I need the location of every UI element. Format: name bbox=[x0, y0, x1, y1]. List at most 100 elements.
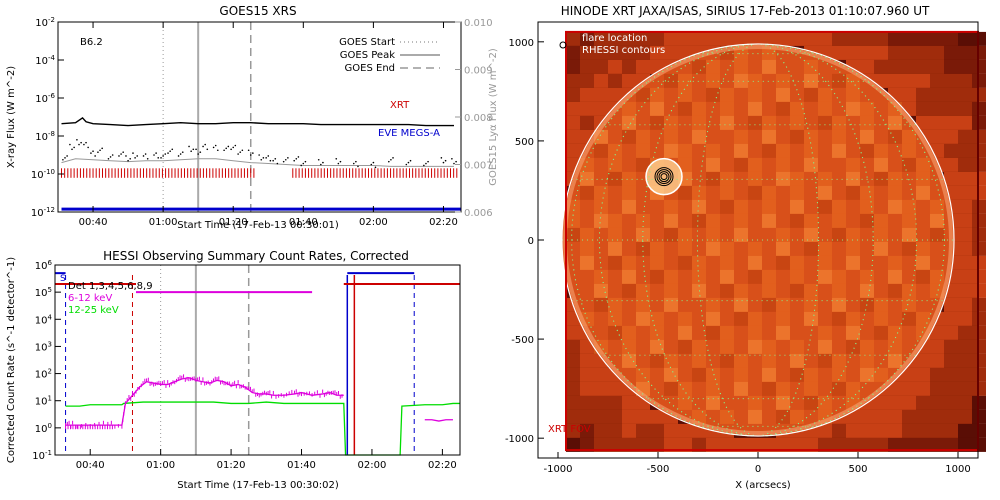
disk-block bbox=[804, 213, 818, 228]
disk-block bbox=[678, 241, 692, 256]
corona-block bbox=[594, 87, 608, 102]
disk-block bbox=[916, 185, 930, 200]
corona-block bbox=[958, 87, 972, 102]
lya-point bbox=[181, 151, 184, 153]
disk-block bbox=[846, 227, 860, 242]
disk-block bbox=[818, 339, 832, 354]
disk-block bbox=[846, 185, 860, 200]
corona-block bbox=[944, 143, 958, 158]
disk-block bbox=[860, 129, 874, 144]
disk-block bbox=[818, 115, 832, 130]
corona-block bbox=[958, 143, 972, 158]
lya-point bbox=[335, 158, 338, 160]
disk-block bbox=[860, 367, 874, 382]
disk-block bbox=[636, 311, 650, 326]
corona-block bbox=[930, 59, 944, 74]
disk-block bbox=[790, 283, 804, 298]
disk-block bbox=[706, 213, 720, 228]
disk-block bbox=[832, 381, 846, 396]
corona-block bbox=[916, 437, 930, 452]
lya-point bbox=[230, 148, 232, 151]
disk-block bbox=[790, 171, 804, 186]
disk-block bbox=[902, 241, 916, 256]
disk-block bbox=[678, 255, 692, 270]
disk-block bbox=[734, 283, 748, 298]
disk-block bbox=[832, 367, 846, 382]
disk-block bbox=[706, 171, 720, 186]
hessi-title: HESSI Observing Summary Count Rates, Cor… bbox=[103, 249, 409, 263]
corona-block bbox=[902, 87, 916, 102]
lya-point bbox=[234, 144, 237, 147]
lya-point bbox=[237, 153, 239, 155]
lya-point bbox=[453, 162, 455, 165]
disk-block bbox=[734, 353, 748, 368]
lya-point bbox=[249, 154, 252, 156]
corona-block bbox=[748, 31, 762, 46]
disk-block bbox=[888, 325, 902, 340]
xrt-xlabel: X (arcsecs) bbox=[735, 480, 791, 491]
disk-block bbox=[734, 381, 748, 396]
disk-block bbox=[832, 213, 846, 228]
disk-block bbox=[846, 339, 860, 354]
corona-block bbox=[622, 409, 636, 424]
corona-block bbox=[888, 31, 902, 46]
disk-block bbox=[664, 129, 678, 144]
disk-block bbox=[678, 339, 692, 354]
disk-block bbox=[860, 199, 874, 214]
corona-block bbox=[958, 255, 972, 270]
corona-block bbox=[622, 45, 636, 60]
disk-block bbox=[832, 283, 846, 298]
disk-block bbox=[874, 367, 888, 382]
disk-block bbox=[902, 199, 916, 214]
disk-block bbox=[804, 157, 818, 172]
corona-block bbox=[958, 227, 972, 242]
disk-block bbox=[804, 227, 818, 242]
goes-legend-label: GOES Peak bbox=[340, 50, 395, 61]
disk-block bbox=[706, 381, 720, 396]
lya-point bbox=[304, 160, 307, 163]
corona-block bbox=[916, 423, 930, 438]
corona-block bbox=[566, 129, 580, 144]
disk-block bbox=[776, 157, 790, 172]
corona-block bbox=[888, 437, 902, 452]
lya-point bbox=[136, 155, 138, 157]
corona-block bbox=[608, 73, 622, 88]
disk-block bbox=[692, 129, 706, 144]
xrt-x-axis: -1000 -500 0 500 1000 bbox=[543, 452, 971, 475]
corona-block bbox=[944, 395, 958, 410]
goes-y-tick-label: 10-10 bbox=[31, 168, 55, 181]
disk-block bbox=[734, 311, 748, 326]
disk-block bbox=[832, 143, 846, 158]
corona-block bbox=[860, 59, 874, 74]
corona-block bbox=[888, 45, 902, 60]
lya-point bbox=[204, 143, 206, 146]
lya-point bbox=[197, 153, 199, 155]
goes-x-tick-label: 02:20 bbox=[429, 217, 458, 228]
disk-block bbox=[790, 255, 804, 270]
disk-block bbox=[874, 171, 888, 186]
disk-block bbox=[888, 115, 902, 130]
disk-block bbox=[776, 311, 790, 326]
lya-point bbox=[64, 157, 66, 159]
corona-block bbox=[664, 423, 678, 438]
lya-point bbox=[272, 159, 274, 162]
disk-block bbox=[720, 353, 734, 368]
lya-point bbox=[192, 148, 195, 151]
disk-block bbox=[776, 101, 790, 116]
rhessi-contour bbox=[660, 173, 668, 181]
disk-block bbox=[622, 199, 636, 214]
corona-block bbox=[594, 31, 608, 46]
corona-block bbox=[594, 59, 608, 74]
disk-block bbox=[916, 171, 930, 186]
goes-y-tick-label: 10-8 bbox=[35, 130, 55, 143]
goes-y2-tick-label: 0.008 bbox=[464, 113, 493, 124]
corona-block bbox=[580, 353, 594, 368]
disk-block bbox=[860, 143, 874, 158]
corona-block bbox=[944, 129, 958, 144]
disk-block bbox=[636, 157, 650, 172]
disk-block bbox=[874, 311, 888, 326]
lya-point bbox=[144, 153, 147, 155]
lya-point bbox=[97, 151, 99, 153]
corona-block bbox=[636, 423, 650, 438]
xrt-title: HINODE XRT JAXA/ISAS, SIRIUS 17-Feb-2013… bbox=[561, 4, 930, 18]
